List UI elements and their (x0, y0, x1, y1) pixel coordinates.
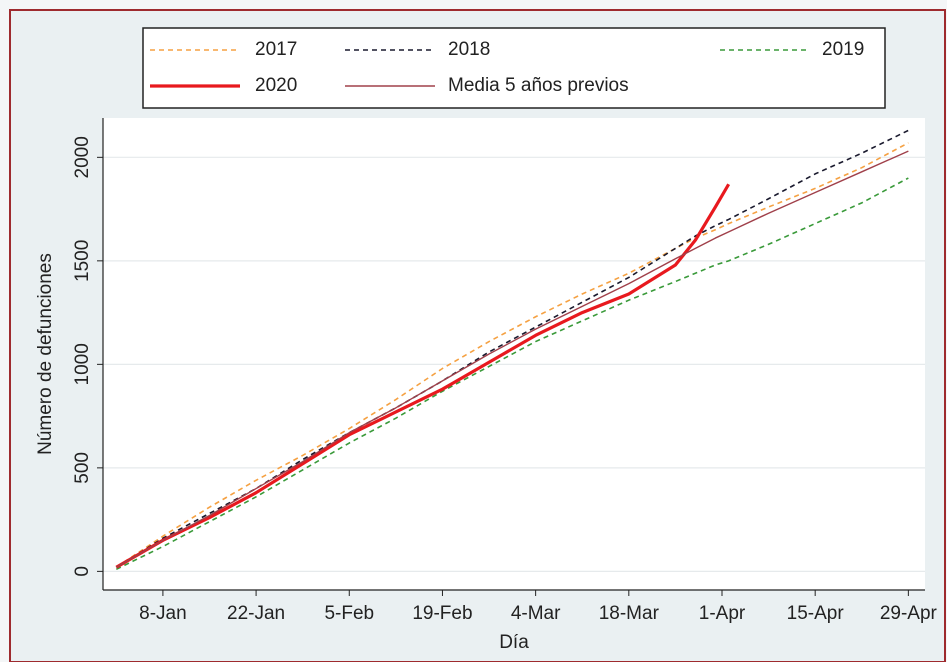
x-tick-label: 5-Feb (324, 603, 374, 624)
x-tick-label: 18-Mar (599, 603, 660, 624)
y-tick-label: 500 (72, 452, 93, 484)
legend-label: 2017 (255, 39, 297, 60)
x-tick-label: 19-Feb (412, 603, 472, 624)
x-axis-label: Día (499, 632, 529, 653)
series-line (115, 142, 909, 568)
y-tick-label: 0 (72, 566, 93, 577)
series-line (115, 129, 909, 568)
x-tick-label: 4-Mar (511, 603, 561, 624)
x-tick-label: 29-Apr (880, 603, 938, 624)
legend-label: 2019 (822, 39, 864, 60)
x-tick-label: 1-Apr (699, 603, 746, 624)
y-tick-label: 1500 (72, 240, 93, 282)
y-axis-label: Número de defunciones (35, 253, 56, 455)
x-tick-label: 22-Jan (227, 603, 285, 624)
series-line (115, 177, 909, 571)
legend-label: Media 5 años previos (448, 75, 629, 96)
legend (142, 27, 886, 109)
series-line (115, 150, 909, 568)
x-tick-label: 8-Jan (139, 603, 187, 624)
x-tick-label: 15-Apr (787, 603, 845, 624)
legend-label: 2020 (255, 75, 297, 96)
series-line (115, 183, 731, 569)
y-tick-label: 1000 (72, 343, 93, 385)
y-tick-label: 2000 (72, 136, 93, 178)
legend-label: 2018 (448, 39, 490, 60)
